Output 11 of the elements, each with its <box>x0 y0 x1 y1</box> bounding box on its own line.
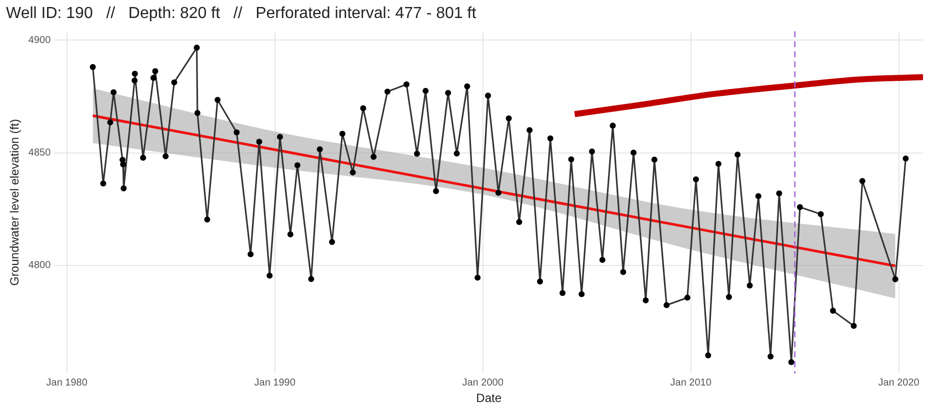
x-tick-label: Jan 1980 <box>46 377 88 388</box>
y-axis-title: Groundwater level elevation (ft) <box>8 119 22 286</box>
x-tick-label: Jan 2010 <box>670 377 712 388</box>
chart-title: Well ID: 190 // Depth: 820 ft // Perforated interval: 477 - 801 ft <box>6 5 477 22</box>
x-axis-title: Date <box>476 391 502 406</box>
y-tick-label: 4800 <box>28 260 52 272</box>
y-tick-label: 4900 <box>28 34 52 46</box>
y-tick-label: 4850 <box>28 148 52 159</box>
x-tick-label: Jan 1990 <box>254 377 296 388</box>
x-tick-label: Jan 2020 <box>878 377 920 388</box>
x-tick-label: Jan 2000 <box>462 377 504 388</box>
